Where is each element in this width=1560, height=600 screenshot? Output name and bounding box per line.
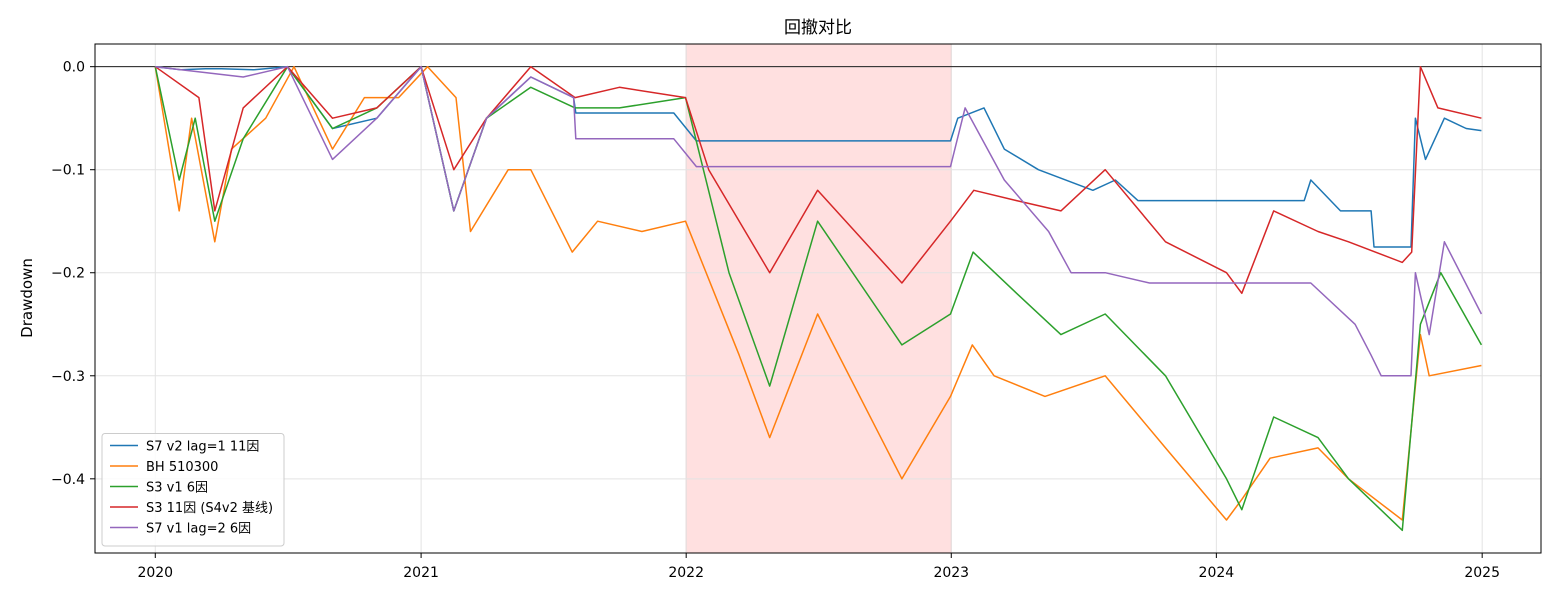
series-line-4 [154, 65, 1482, 295]
legend-label: S7 v1 lag=2 6因 [146, 522, 251, 537]
y-axis-label: Drawdown [18, 258, 36, 338]
x-tick-label: 2023 [933, 565, 969, 581]
series-line-5 [155, 65, 1483, 377]
legend-label: S7 v2 lag=1 11因 [146, 440, 259, 455]
tick-layer: 2020 2021 2022 2023 2024 2025 0.0 −0.1 −0.2 −0.3 −… [51, 60, 1500, 581]
legend: S7 v2 lag=1 11因 BH 510300 S3 v1 6因 S3 11因 (… [101, 433, 285, 547]
x-tick-label: 2025 [1464, 565, 1500, 581]
y-tick-label: −0.4 [51, 472, 85, 488]
y-tick-label: −0.3 [51, 369, 85, 385]
legend-box [101, 433, 285, 547]
shaded-region-layer [685, 44, 952, 553]
legend-label: BH 510300 [146, 460, 218, 475]
legend-label: S3 v1 6因 [146, 481, 208, 496]
plot-frame [94, 43, 1542, 554]
x-tick-label: 2024 [1199, 565, 1235, 581]
legend-label: S3 11因 (S4v2 基线) [146, 501, 273, 516]
series-line-3 [154, 65, 1483, 532]
series-layer [154, 65, 1483, 532]
shaded-region [686, 44, 952, 553]
y-tick-label: −0.1 [51, 163, 85, 179]
chart-title: 回撤对比 [784, 18, 852, 38]
y-tick-label: −0.2 [51, 266, 85, 282]
x-tick-label: 2021 [403, 565, 439, 581]
x-tick-label: 2022 [668, 565, 704, 581]
x-tick-label: 2020 [137, 565, 173, 581]
y-tick-label: 0.0 [63, 60, 85, 76]
